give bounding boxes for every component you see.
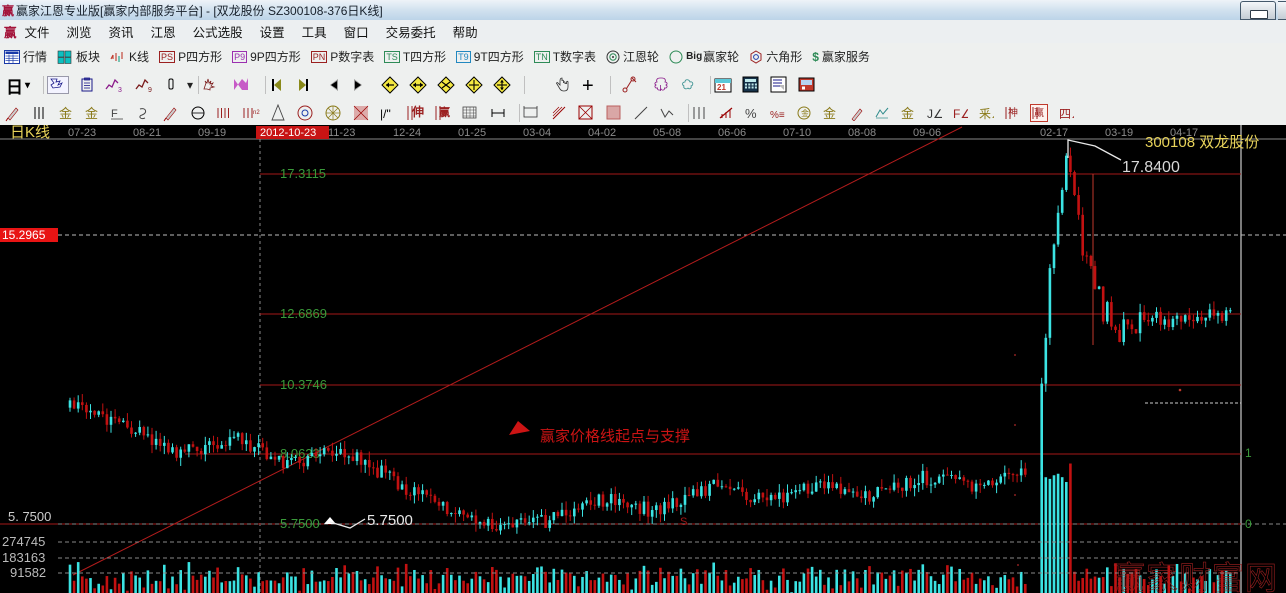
svg-text:J∠: J∠ [927,107,942,121]
svg-text:1: 1 [1245,446,1252,460]
svg-text:0: 0 [1245,517,1252,531]
svg-text:9: 9 [148,87,152,93]
svg-text:赢: 赢 [1034,106,1044,119]
svg-text:17.8400: 17.8400 [1122,159,1180,176]
svg-text:神: 神 [1008,106,1018,119]
svg-text:%≡: %≡ [770,110,785,121]
svg-text:金: 金 [801,108,809,118]
svg-text:四∠: 四∠ [1059,107,1074,121]
svg-text:金: 金 [823,106,836,121]
svg-text:21: 21 [717,83,726,92]
svg-text:300108 双龙股份: 300108 双龙股份 [1145,134,1259,151]
svg-text:金: 金 [59,106,72,121]
svg-text:|/": |/" [380,107,391,121]
svg-text:釆∠: 釆∠ [979,107,994,121]
svg-text:183163: 183163 [2,550,45,565]
svg-text:伸: 伸 [411,104,424,119]
svg-text:F: F [111,108,118,120]
svg-text:n2: n2 [253,110,260,116]
svg-text:赢: 赢 [439,105,450,119]
svg-text:%: % [745,106,757,121]
svg-text:S: S [680,516,687,528]
svg-text:+: + [582,76,594,94]
svg-text:91582: 91582 [10,565,46,580]
svg-text:274745: 274745 [2,534,45,549]
svg-text:金: 金 [85,106,98,121]
svg-text:金: 金 [901,106,914,121]
svg-text:3: 3 [118,87,122,93]
svg-text:5.7500: 5.7500 [367,512,413,529]
svg-text:F∠: F∠ [953,107,968,121]
